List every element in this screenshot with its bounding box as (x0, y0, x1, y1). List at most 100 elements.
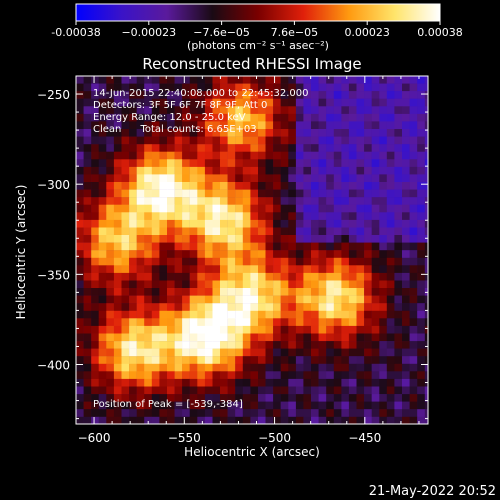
heatmap-cell (341, 318, 350, 327)
heatmap-cell (409, 250, 418, 258)
heatmap-cell (167, 265, 175, 274)
heatmap-cell (273, 288, 281, 296)
heatmap-cell (212, 288, 221, 296)
heatmap-cell (113, 333, 122, 342)
heatmap-cell (83, 197, 92, 205)
heatmap-cell (364, 341, 372, 349)
heatmap-cell (311, 83, 319, 92)
heatmap-cell (151, 121, 160, 130)
heatmap-cell (76, 409, 84, 417)
heatmap-cell (379, 189, 388, 198)
heatmap-cell (242, 159, 251, 168)
heatmap-cell (402, 409, 410, 417)
heatmap-cell (121, 219, 130, 228)
heatmap-cell (424, 136, 428, 145)
heatmap-cell (189, 378, 198, 387)
heatmap-cell (144, 136, 152, 145)
heatmap-cell (311, 348, 319, 357)
heatmap-cell (424, 416, 428, 424)
heatmap-cell (220, 341, 228, 349)
heatmap-cell (371, 83, 380, 92)
heatmap-cell (121, 303, 130, 311)
heatmap-cell (386, 288, 395, 296)
heatmap-cell (280, 136, 289, 145)
heatmap-cell (303, 83, 312, 92)
heatmap-cell (159, 356, 168, 364)
heatmap-cell (98, 235, 107, 243)
heatmap-cell (121, 280, 130, 289)
heatmap-cell (348, 136, 357, 145)
heatmap-cell (220, 121, 228, 130)
heatmap-cell (98, 378, 107, 387)
heatmap-cell (174, 348, 183, 357)
heatmap-cell (204, 341, 213, 349)
heatmap-cell (318, 151, 327, 160)
heatmap-cell (121, 121, 130, 130)
heatmap-cell (189, 98, 198, 107)
heatmap-cell (235, 409, 243, 417)
heatmap-cell (417, 235, 425, 243)
heatmap-cell (197, 235, 206, 243)
heatmap-cell (348, 401, 357, 410)
heatmap-cell (386, 83, 395, 92)
heatmap-cell (371, 189, 380, 198)
heatmap-cell (182, 174, 190, 183)
heatmap-cell (106, 166, 115, 175)
heatmap-cell (235, 83, 243, 92)
heatmap-cell (424, 151, 428, 160)
heatmap-cell (159, 219, 168, 228)
heatmap-cell (167, 371, 175, 380)
heatmap-cell (348, 212, 357, 221)
heatmap-cell (250, 280, 259, 289)
heatmap-cell (326, 386, 334, 395)
heatmap-cell (220, 91, 228, 99)
heatmap-cell (136, 136, 145, 145)
heatmap-cell (144, 166, 152, 175)
heatmap-cell (167, 378, 175, 387)
heatmap-cell (303, 416, 312, 424)
heatmap-cell (83, 227, 92, 236)
heatmap-cell (326, 136, 334, 145)
heatmap-cell (121, 288, 130, 296)
heatmap-cell (204, 136, 213, 145)
heatmap-cell (212, 371, 221, 380)
heatmap-cell (265, 235, 274, 243)
heatmap-cell (151, 310, 160, 319)
heatmap-cell (348, 76, 357, 84)
heatmap-cell (311, 121, 319, 130)
heatmap-cell (394, 113, 403, 122)
heatmap-cell (333, 288, 342, 296)
heatmap-cell (76, 91, 84, 99)
heatmap-cell (288, 394, 297, 402)
heatmap-cell (220, 416, 228, 424)
heatmap-cell (182, 295, 190, 304)
heatmap-cell (280, 409, 289, 417)
heatmap-cell (106, 144, 115, 152)
heatmap-cell (288, 83, 297, 92)
heatmap-cell (258, 242, 266, 251)
heatmap-cell (333, 113, 342, 122)
heatmap-cell (371, 348, 380, 357)
heatmap-cell (129, 235, 137, 243)
heatmap-cell (250, 91, 259, 99)
heatmap-cell (371, 227, 380, 236)
heatmap-cell (250, 250, 259, 258)
heatmap-cell (379, 371, 388, 380)
heatmap-cell (174, 288, 183, 296)
heatmap-cell (409, 144, 418, 152)
heatmap-cell (394, 83, 403, 92)
heatmap-cell (311, 341, 319, 349)
heatmap-cell (220, 318, 228, 327)
heatmap-cell (113, 121, 122, 130)
heatmap-cell (136, 159, 145, 168)
heatmap-cell (280, 129, 289, 137)
heatmap-cell (402, 386, 410, 395)
heatmap-cell (220, 265, 228, 274)
heatmap-cell (182, 333, 190, 342)
heatmap-cell (174, 409, 183, 417)
heatmap-cell (326, 371, 334, 380)
heatmap-cell (303, 91, 312, 99)
heatmap-cell (204, 295, 213, 304)
heatmap-cell (151, 129, 160, 137)
heatmap-cell (76, 121, 84, 130)
